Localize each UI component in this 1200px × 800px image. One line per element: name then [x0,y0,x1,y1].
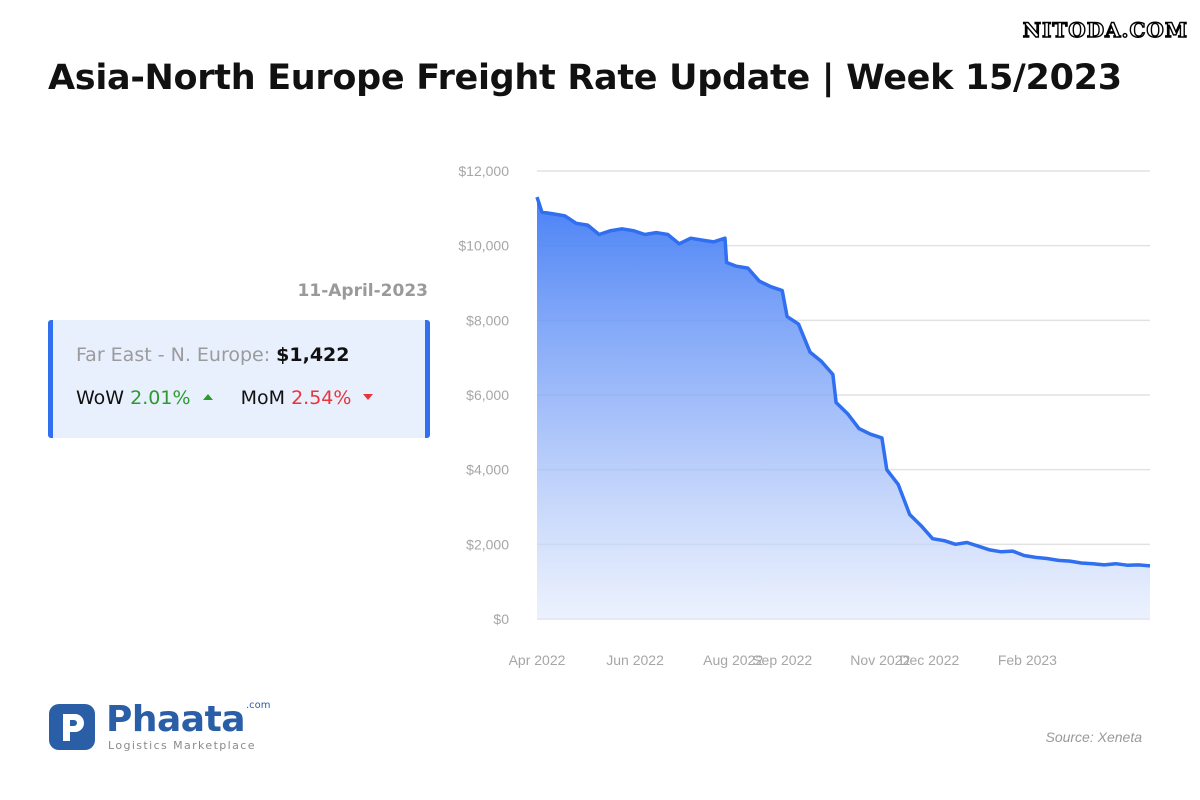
y-tick-label: $6,000 [466,387,509,403]
brand-name: Phaata [106,699,246,740]
route-label: Far East - N. Europe: [76,344,271,366]
rate-summary-card: Far East - N. Europe: $1,422 WoW 2.01% M… [48,320,430,438]
x-tick-label: Jun 2022 [606,652,664,668]
phaata-logo-icon [49,704,95,750]
route-rate-line: Far East - N. Europe: $1,422 [76,344,350,366]
y-tick-label: $0 [493,611,509,627]
change-line: WoW 2.01% MoM 2.54% [76,387,374,409]
x-tick-label: Feb 2023 [998,652,1057,668]
y-tick-label: $2,000 [466,536,509,552]
wow-value: 2.01% [130,387,191,409]
wow-label: WoW [76,387,125,409]
phaata-logo: Phaata .com Logistics Marketplace [48,699,288,755]
brand-com: .com [246,700,271,711]
x-tick-label: Dec 2022 [899,652,959,668]
source-note: Source: Xeneta [1045,729,1142,745]
triangle-down-icon [363,393,374,400]
y-tick-label: $8,000 [466,312,509,328]
series-line [535,196,1151,568]
triangle-up-icon [202,393,213,400]
y-tick-label: $12,000 [458,163,509,179]
series-area [537,197,1150,619]
x-tick-label: Nov 2022 [850,652,910,668]
x-tick-label: Aug 2022 [703,652,763,668]
rate-value: $1,422 [276,344,350,366]
x-tick-label: Apr 2022 [509,652,566,668]
brand-tagline: Logistics Marketplace [108,739,256,752]
y-tick-label: $4,000 [466,462,509,478]
mom-label: MoM [240,387,286,409]
mom-value: 2.54% [291,387,352,409]
y-tick-label: $10,000 [458,238,509,254]
watermark: NITODA.COM [1022,17,1188,42]
x-tick-label: Sep 2022 [752,652,812,668]
y-axis-ticks: $0 $2,000 $4,000 $6,000 $8,000 $10,000 $12,000 [458,163,509,627]
page-title: Asia-North Europe Freight Rate Update | … [48,58,1122,98]
rate-date: 11-April-2023 [297,281,428,301]
